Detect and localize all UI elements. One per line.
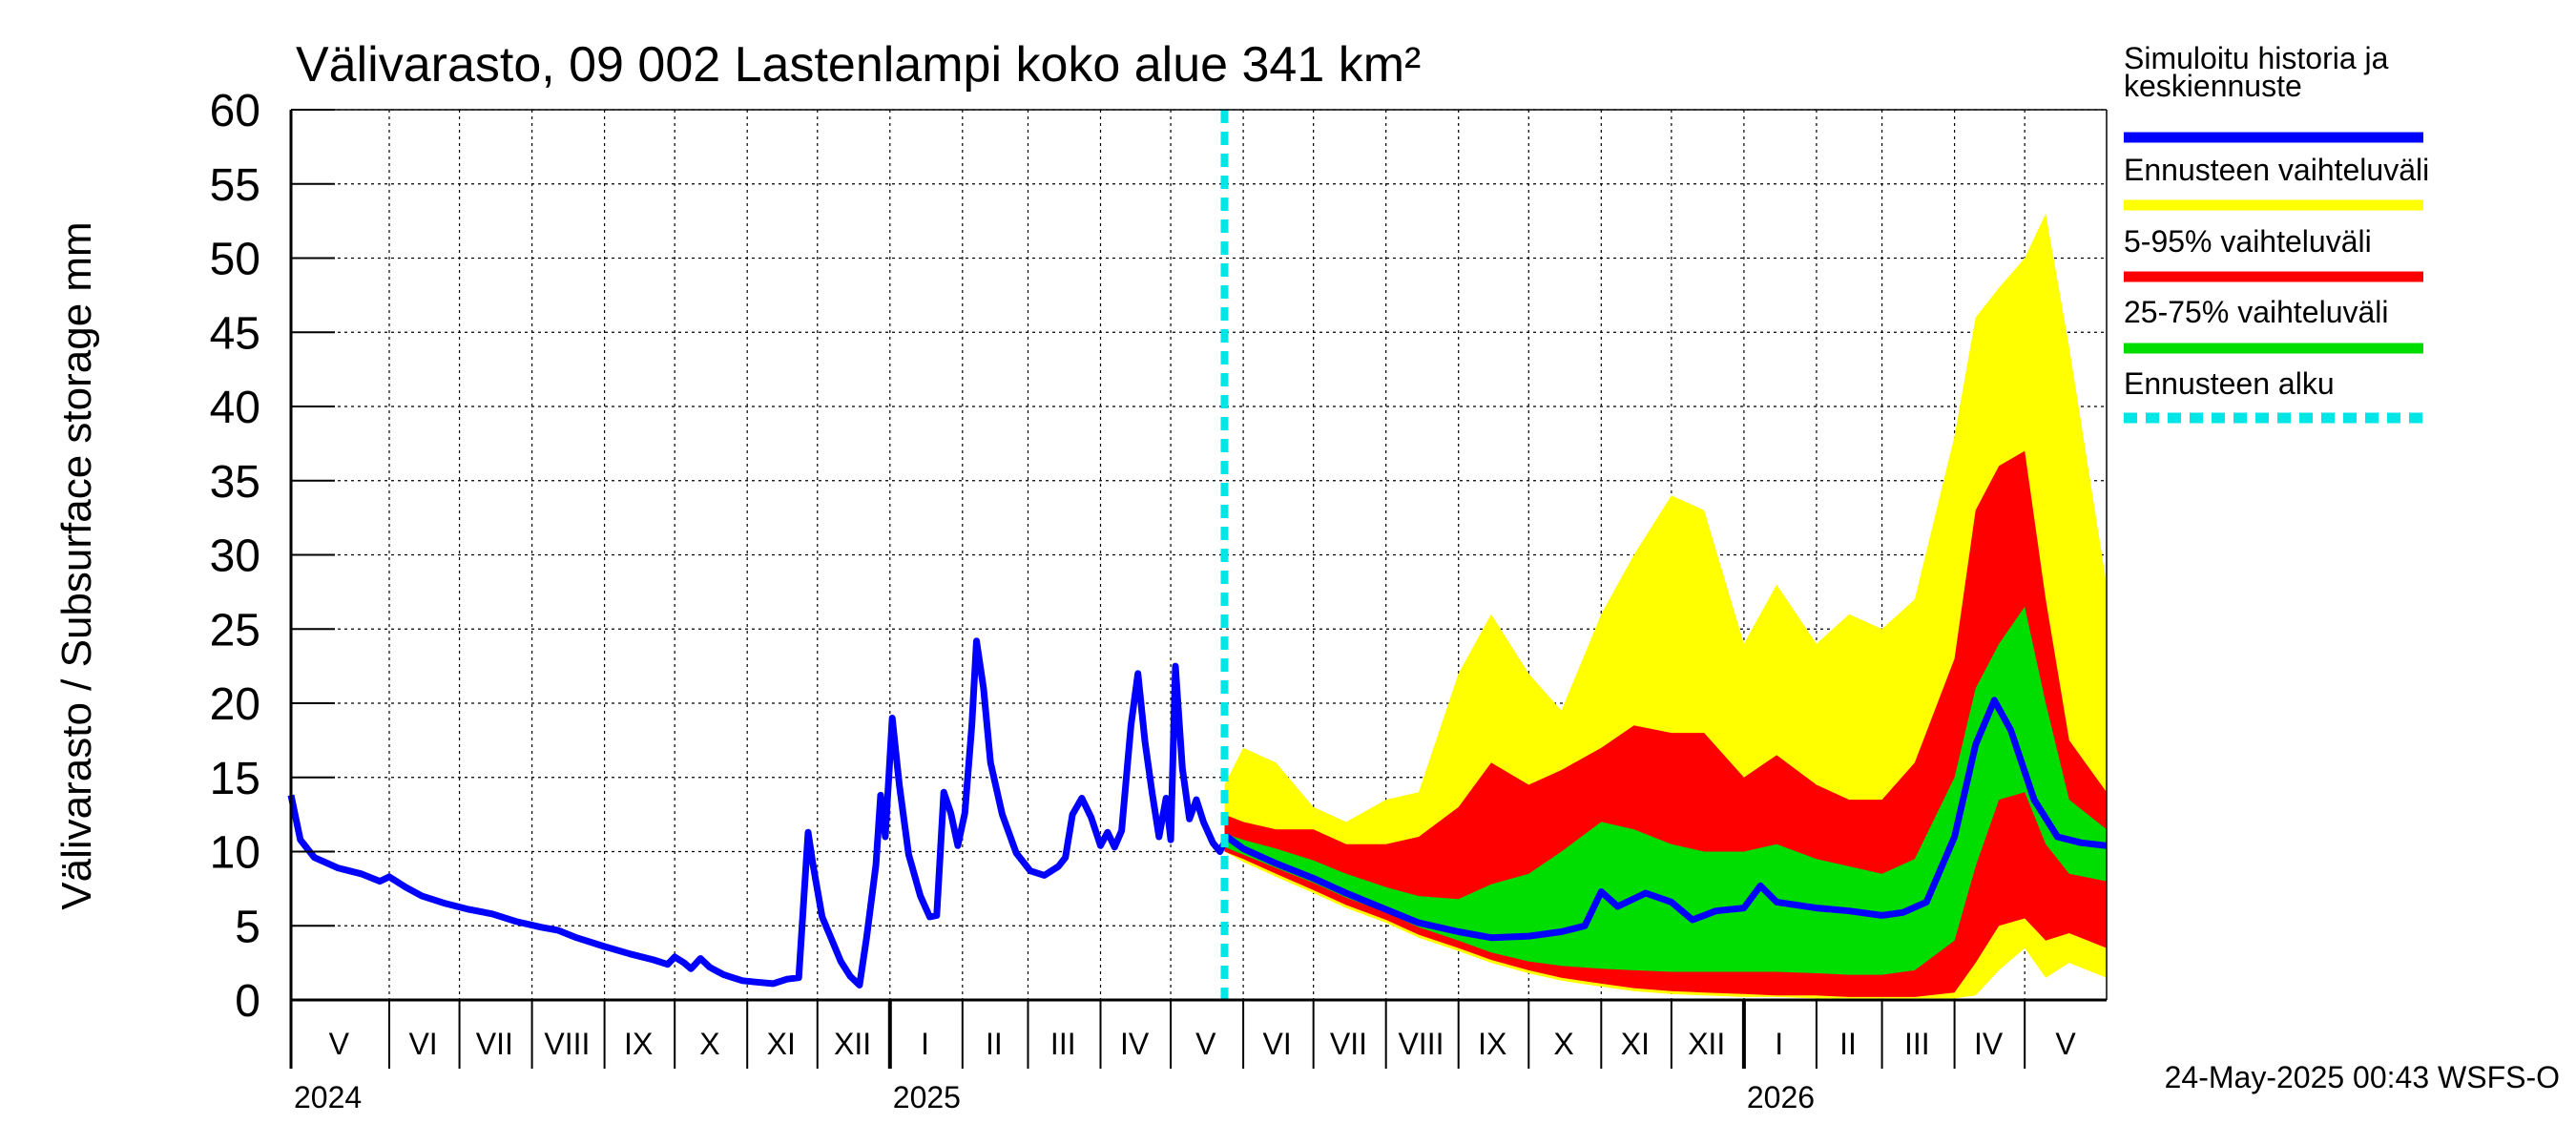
y-tick-label: 20 [210, 679, 260, 730]
y-tick-label: 15 [210, 754, 260, 804]
month-label: IX [1478, 1027, 1506, 1061]
legend-label: Simuloitu historia ja [2124, 41, 2389, 75]
month-label: VII [1330, 1027, 1367, 1061]
month-label: VI [408, 1027, 437, 1061]
month-label: X [699, 1027, 719, 1061]
year-label: 2024 [294, 1080, 362, 1114]
y-tick-label: 55 [210, 160, 260, 211]
month-label: XI [1621, 1027, 1650, 1061]
legend-label: Ennusteen vaihteluväli [2124, 153, 2429, 187]
month-label: IV [1974, 1027, 2004, 1061]
footer-timestamp: 24-May-2025 00:43 WSFS-O [2165, 1060, 2560, 1094]
month-label: VI [1263, 1027, 1292, 1061]
y-tick-label: 40 [210, 383, 260, 433]
month-label: IX [624, 1027, 653, 1061]
y-tick-label: 60 [210, 86, 260, 136]
year-label: 2025 [893, 1080, 961, 1114]
month-label: II [986, 1027, 1003, 1061]
month-label: V [2055, 1027, 2076, 1061]
legend-item: Ennusteen alku [2124, 366, 2423, 424]
band-5-95 [1224, 450, 2107, 997]
month-label: I [921, 1027, 929, 1061]
legend-item: 5-95% vaihteluväli [2124, 224, 2423, 282]
month-label: X [1553, 1027, 1573, 1061]
y-tick-label: 10 [210, 828, 260, 879]
legend-item: 25-75% vaihteluväli [2124, 295, 2423, 354]
simulated-line [287, 637, 2108, 989]
legend-label: keskiennuste [2124, 69, 2302, 103]
legend-label: 5-95% vaihteluväli [2124, 224, 2372, 259]
month-label: XI [767, 1027, 796, 1061]
legend-label: Ennusteen alku [2124, 366, 2335, 401]
month-label: V [1195, 1027, 1216, 1061]
chart-title: Välivarasto, 09 002 Lastenlampi koko alu… [296, 37, 1421, 93]
bands-layer [1224, 213, 2107, 999]
y-tick-label: 50 [210, 235, 260, 285]
band-25-75 [1224, 606, 2107, 975]
line-layer [287, 637, 2108, 989]
month-label: VII [476, 1027, 513, 1061]
month-label: III [1904, 1027, 1930, 1061]
month-label: XII [834, 1027, 871, 1061]
y-tick-label: 30 [210, 531, 260, 582]
y-axis-label: Välivarasto / Subsurface storage mm [53, 221, 100, 909]
month-label: XII [1688, 1027, 1725, 1061]
y-tick-label: 25 [210, 605, 260, 656]
month-label: II [1839, 1027, 1857, 1061]
legend-item: Ennusteen vaihteluväli [2124, 153, 2429, 211]
y-tick-label: 0 [235, 976, 260, 1027]
legend-label: 25-75% vaihteluväli [2124, 295, 2389, 329]
month-label: III [1050, 1027, 1076, 1061]
y-tick-label: 5 [235, 902, 260, 952]
month-label: V [329, 1027, 350, 1061]
year-label: 2026 [1747, 1080, 1815, 1114]
month-label: I [1775, 1027, 1783, 1061]
month-label: IV [1120, 1027, 1150, 1061]
y-tick-label: 35 [210, 457, 260, 508]
month-label: VIII [544, 1027, 590, 1061]
y-tick-label: 45 [210, 308, 260, 359]
month-label: VIII [1398, 1027, 1444, 1061]
